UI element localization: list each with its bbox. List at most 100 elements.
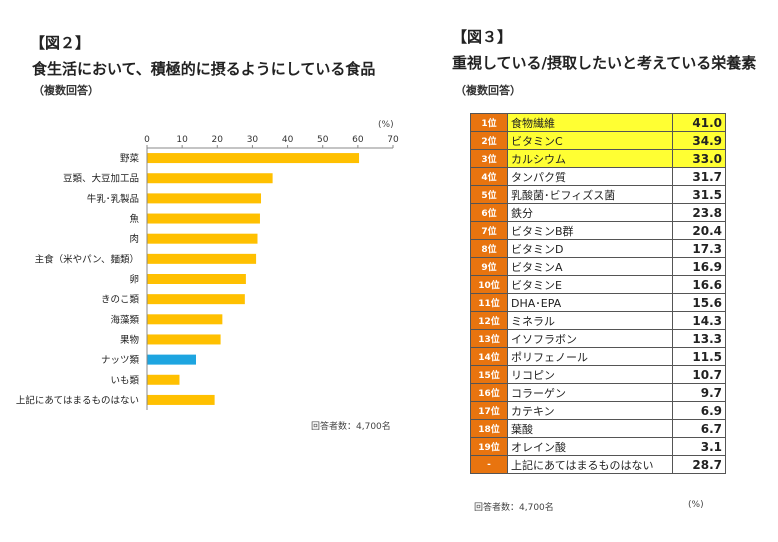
value-cell: 23.8	[672, 203, 726, 222]
nutrient-cell: 上記にあてはまるものはない	[507, 455, 673, 474]
value-cell: 11.5	[672, 347, 726, 366]
rank-cell: 12位	[470, 311, 508, 330]
category-label: きのこ類	[101, 295, 140, 306]
x-tick-label: 0	[144, 135, 150, 145]
nutrient-cell: オレイン酸	[507, 437, 673, 456]
ranking-row: 8位 ビタミンD 17.3	[470, 239, 726, 258]
category-label: いも類	[110, 375, 139, 386]
nutrient-cell: ビタミンA	[507, 257, 673, 276]
bar	[147, 173, 273, 184]
nutrient-cell: 乳酸菌･ビフィズス菌	[507, 185, 673, 204]
nutrient-cell: カテキン	[507, 401, 673, 420]
nutrient-cell: DHA･EPA	[507, 293, 673, 312]
nutrient-cell: 鉄分	[507, 203, 673, 222]
fig3-unit: (%)	[688, 500, 704, 510]
value-cell: 16.9	[672, 257, 726, 276]
nutrient-cell: コラーゲン	[507, 383, 673, 402]
ranking-row: 7位 ビタミンB群 20.4	[470, 221, 726, 240]
ranking-row: 5位 乳酸菌･ビフィズス菌 31.5	[470, 185, 726, 204]
nutrient-cell: リコピン	[507, 365, 673, 384]
value-cell: 15.6	[672, 293, 726, 312]
ranking-row: - 上記にあてはまるものはない 28.7	[470, 455, 726, 474]
value-cell: 3.1	[672, 437, 726, 456]
value-cell: 20.4	[672, 221, 726, 240]
rank-cell: 10位	[470, 275, 508, 294]
nutrient-cell: ミネラル	[507, 311, 673, 330]
fig3-title: 重視している/摂取したいと考えている栄養素	[452, 54, 757, 72]
nutrient-cell: イソフラボン	[507, 329, 673, 348]
category-label: 肉	[129, 233, 139, 245]
nutrient-cell: タンパク質	[507, 167, 673, 186]
bar	[147, 354, 196, 365]
bar	[147, 374, 180, 385]
bar	[147, 233, 258, 244]
value-cell: 28.7	[672, 455, 726, 474]
nutrient-cell: ビタミンE	[507, 275, 673, 294]
fig2-subtitle: （複数回答）	[33, 84, 99, 97]
value-cell: 13.3	[672, 329, 726, 348]
category-label: ナッツ類	[101, 355, 140, 366]
rank-cell: 15位	[470, 365, 508, 384]
bar	[147, 274, 246, 284]
value-cell: 10.7	[672, 365, 726, 384]
value-cell: 41.0	[672, 113, 726, 132]
fig2-label: 【図２】	[30, 34, 91, 52]
rank-cell: 5位	[470, 185, 508, 204]
rank-cell: 13位	[470, 329, 508, 348]
rank-cell: 11位	[470, 293, 508, 312]
category-label: 野菜	[120, 153, 140, 165]
ranking-row: 1位 食物繊維 41.0	[470, 113, 726, 132]
rank-cell: 3位	[470, 149, 508, 168]
value-cell: 6.7	[672, 419, 726, 438]
value-cell: 34.9	[672, 131, 726, 150]
ranking-row: 15位 リコピン 10.7	[470, 365, 726, 384]
bar	[147, 193, 262, 204]
rank-cell: 16位	[470, 383, 508, 402]
bar	[147, 314, 223, 325]
fig3-note: 回答者数：4,700名	[474, 503, 554, 513]
rank-cell: 6位	[470, 203, 508, 222]
category-label: 魚	[129, 213, 139, 225]
ranking-row: 6位 鉄分 23.8	[470, 203, 726, 222]
fig2-bar-chart: 0 10 20 30 40 50 60 70 野菜豆類、大豆加工品牛乳･乳製品魚肉主食（米やパン…	[16, 135, 399, 410]
ranking-row: 3位 カルシウム 33.0	[470, 149, 726, 168]
bar	[147, 213, 260, 224]
rank-cell: 18位	[470, 419, 508, 438]
fig2-note: 回答者数：4,700名	[311, 422, 391, 432]
bar	[147, 394, 215, 405]
value-cell: 14.3	[672, 311, 726, 330]
category-label: 卵	[129, 275, 139, 286]
fig3-subtitle: （複数回答）	[455, 84, 521, 97]
ranking-row: 9位 ビタミンA 16.9	[470, 257, 726, 276]
x-tick-label: 40	[282, 135, 294, 145]
rank-cell: -	[470, 455, 508, 474]
category-label: 上記にあてはまるものはない	[16, 394, 139, 406]
rank-cell: 19位	[470, 437, 508, 456]
x-tick-label: 60	[352, 135, 364, 145]
rank-cell: 8位	[470, 239, 508, 258]
rank-cell: 9位	[470, 257, 508, 276]
fig2-unit: (%)	[378, 120, 394, 130]
nutrient-cell: ポリフェノール	[507, 347, 673, 366]
category-label: 海藻類	[110, 314, 139, 326]
x-tick-label: 20	[212, 135, 224, 145]
bar	[147, 334, 221, 345]
value-cell: 17.3	[672, 239, 726, 258]
rank-cell: 2位	[470, 131, 508, 150]
value-cell: 33.0	[672, 149, 726, 168]
fig2-title: 食生活において、積極的に摂るようにしている食品	[32, 60, 376, 78]
nutrient-cell: ビタミンD	[507, 239, 673, 258]
category-label: 主食（米やパン、麺類）	[35, 253, 139, 265]
rank-cell: 14位	[470, 347, 508, 366]
ranking-row: 11位 DHA･EPA 15.6	[470, 293, 726, 312]
value-cell: 6.9	[672, 401, 726, 420]
category-label: 果物	[120, 334, 140, 346]
bar	[147, 153, 360, 164]
ranking-row: 12位 ミネラル 14.3	[470, 311, 726, 330]
ranking-row: 16位 コラーゲン 9.7	[470, 383, 726, 402]
nutrient-cell: ビタミンB群	[507, 221, 673, 240]
x-tick-label: 70	[387, 135, 399, 145]
ranking-row: 10位 ビタミンE 16.6	[470, 275, 726, 294]
fig3-label: 【図３】	[452, 28, 513, 46]
bar	[147, 294, 245, 305]
